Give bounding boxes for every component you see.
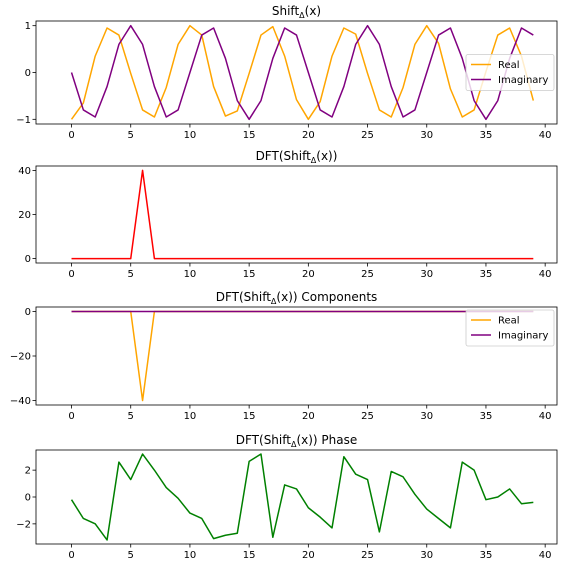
y-tick-label: −40 [10, 396, 31, 407]
axes-frame [35, 20, 558, 125]
y-tick-label: 2 [25, 466, 31, 477]
legend-label-imaginary: Imaginary [498, 331, 549, 342]
x-tick-label: 40 [539, 130, 552, 141]
x-tick-label: 0 [68, 269, 74, 280]
legend: Real Imaginary [465, 309, 555, 347]
legend-label-real: Real [498, 60, 520, 71]
chart-panel-2: DFT(ShiftΔ(x)) Components 0 5 10 15 20 25 30 35 4… [10, 290, 558, 422]
legend-box [465, 309, 555, 347]
axes-frame [35, 306, 558, 406]
x-tick-label: 25 [361, 269, 374, 280]
x-tick-label: 35 [480, 550, 493, 561]
x-tick-label: 5 [128, 130, 134, 141]
x-tick-label: 5 [128, 269, 134, 280]
legend: Real Imaginary [465, 54, 555, 91]
chart-title: DFT(ShiftΔ(x)) Phase [236, 433, 358, 449]
x-tick-label: 15 [243, 269, 256, 280]
series-line-real [71, 310, 534, 402]
y-tick-label: 0 [25, 68, 31, 79]
x-tick-label: 20 [302, 411, 315, 422]
x-tick-label: 10 [184, 550, 197, 561]
x-tick-label: 30 [420, 550, 433, 561]
chart-title: ShiftΔ(x) [272, 4, 321, 20]
x-tick-label: 10 [184, 411, 197, 422]
x-tick-label: 30 [420, 411, 433, 422]
legend-box [465, 54, 555, 91]
y-tick-label: −2 [16, 519, 31, 530]
series-line-phase [70, 453, 534, 541]
x-tick-label: 35 [480, 130, 493, 141]
x-tick-label: 20 [302, 130, 315, 141]
x-tick-label: 20 [302, 269, 315, 280]
x-tick-label: 15 [243, 411, 256, 422]
y-tick-label: 40 [18, 166, 31, 177]
chart-panel-0: ShiftΔ(x) 0 5 10 15 20 25 30 35 40 −1 0 1 Real Imagina… [16, 4, 558, 141]
x-tick-label: 30 [420, 130, 433, 141]
x-tick-label: 10 [184, 130, 197, 141]
x-tick-label: 15 [243, 130, 256, 141]
chart-title: DFT(ShiftΔ(x)) Components [216, 290, 378, 306]
x-tick-label: 40 [539, 269, 552, 280]
axes-frame [35, 165, 558, 264]
x-tick-label: 5 [128, 550, 134, 561]
x-tick-label: 35 [480, 269, 493, 280]
y-tick-label: 1 [25, 21, 31, 32]
chart-panel-3: DFT(ShiftΔ(x)) Phase 0 5 10 15 20 25 30 35 40 −2 0 2 [16, 433, 558, 561]
x-tick-label: 10 [184, 269, 197, 280]
series-line-magnitude [71, 169, 534, 260]
axes-frame [35, 449, 558, 545]
x-tick-label: 35 [480, 411, 493, 422]
chart-title: DFT(ShiftΔ(x)) [256, 149, 338, 165]
x-tick-label: 40 [539, 411, 552, 422]
y-tick-label: 20 [18, 210, 31, 221]
x-tick-label: 15 [243, 550, 256, 561]
legend-label-real: Real [498, 316, 520, 327]
x-tick-label: 25 [361, 411, 374, 422]
x-tick-label: 40 [539, 550, 552, 561]
x-tick-label: 30 [420, 269, 433, 280]
y-tick-label: 0 [25, 493, 31, 504]
x-tick-label: 25 [361, 130, 374, 141]
x-tick-label: 20 [302, 550, 315, 561]
y-tick-label: 0 [25, 254, 31, 265]
series-line-imaginary [70, 24, 534, 121]
legend-label-imaginary: Imaginary [498, 75, 549, 86]
chart-panel-1: DFT(ShiftΔ(x)) 0 5 10 15 20 25 30 35 40 0 20 40 [18, 149, 558, 280]
y-tick-label: 0 [25, 307, 31, 318]
y-tick-label: −1 [16, 115, 31, 126]
x-tick-label: 0 [68, 411, 74, 422]
x-tick-label: 0 [68, 550, 74, 561]
x-tick-label: 25 [361, 550, 374, 561]
y-tick-label: −20 [10, 352, 31, 363]
x-tick-label: 0 [68, 130, 74, 141]
series-line-real [70, 24, 535, 121]
x-tick-label: 5 [128, 411, 134, 422]
